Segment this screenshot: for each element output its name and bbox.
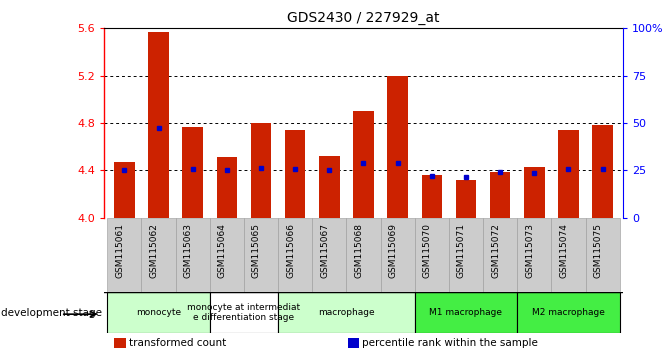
Text: monocyte: monocyte — [136, 308, 181, 317]
Text: percentile rank within the sample: percentile rank within the sample — [362, 338, 538, 348]
Bar — [517, 292, 620, 333]
Bar — [592, 125, 613, 218]
Bar — [586, 218, 620, 292]
Text: GSM115072: GSM115072 — [491, 223, 500, 278]
Bar — [141, 218, 176, 292]
Bar — [551, 218, 586, 292]
Bar — [216, 157, 237, 218]
Bar — [285, 130, 306, 218]
Bar — [490, 172, 511, 218]
Bar — [421, 175, 442, 218]
Bar — [107, 218, 141, 292]
Text: GSM115071: GSM115071 — [457, 223, 466, 278]
Text: GSM115073: GSM115073 — [525, 223, 534, 278]
Bar — [176, 218, 210, 292]
Bar — [348, 338, 359, 348]
Bar — [107, 292, 210, 333]
Text: GSM115070: GSM115070 — [423, 223, 431, 278]
Text: M1 macrophage: M1 macrophage — [429, 308, 502, 317]
Bar — [114, 338, 126, 348]
Text: GSM115064: GSM115064 — [218, 223, 227, 278]
Bar — [278, 218, 312, 292]
Bar — [148, 32, 169, 218]
Bar — [353, 111, 374, 218]
Bar — [558, 130, 579, 218]
Text: GSM115062: GSM115062 — [149, 223, 159, 278]
Text: GSM115066: GSM115066 — [286, 223, 295, 278]
Text: GSM115063: GSM115063 — [184, 223, 193, 278]
Bar — [312, 218, 346, 292]
Text: GSM115065: GSM115065 — [252, 223, 261, 278]
Bar — [346, 218, 381, 292]
Text: development stage: development stage — [1, 308, 103, 318]
Text: GSM115067: GSM115067 — [320, 223, 330, 278]
Bar — [278, 292, 415, 333]
Bar — [415, 292, 517, 333]
Bar — [449, 218, 483, 292]
Bar — [483, 218, 517, 292]
Bar — [244, 218, 278, 292]
Text: GSM115068: GSM115068 — [354, 223, 364, 278]
Bar — [387, 76, 408, 218]
Text: GSM115074: GSM115074 — [559, 223, 568, 278]
Bar — [524, 167, 545, 218]
Bar — [210, 218, 244, 292]
Bar — [319, 156, 340, 218]
Bar — [456, 180, 476, 218]
Bar — [251, 123, 271, 218]
Text: GSM115075: GSM115075 — [594, 223, 602, 278]
Bar — [182, 127, 203, 218]
Bar — [517, 218, 551, 292]
Bar — [114, 162, 135, 218]
Bar — [415, 218, 449, 292]
Text: GDS2430 / 227929_at: GDS2430 / 227929_at — [287, 11, 440, 25]
Text: GSM115069: GSM115069 — [389, 223, 397, 278]
Text: transformed count: transformed count — [129, 338, 226, 348]
Text: monocyte at intermediat
e differentiation stage: monocyte at intermediat e differentiatio… — [188, 303, 300, 322]
Text: M2 macrophage: M2 macrophage — [532, 308, 605, 317]
Bar — [210, 292, 278, 333]
Text: macrophage: macrophage — [318, 308, 375, 317]
Text: GSM115061: GSM115061 — [115, 223, 125, 278]
Bar — [381, 218, 415, 292]
